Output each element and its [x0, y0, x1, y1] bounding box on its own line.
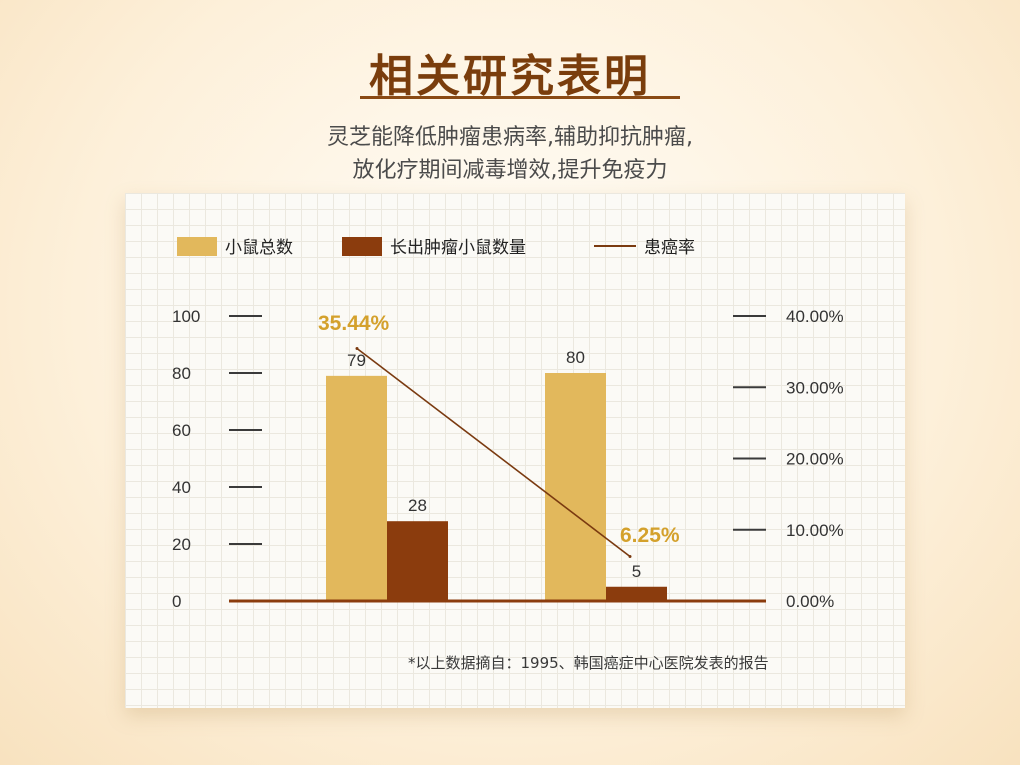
- right-tick-label: 30.00%: [786, 378, 844, 397]
- legend-swatch-total: [177, 237, 217, 256]
- bar-tumor-value-label: 5: [632, 562, 641, 581]
- right-tick-label: 10.00%: [786, 521, 844, 540]
- left-tick-label: 60: [172, 421, 191, 440]
- bar-tumor-value-label: 28: [408, 496, 427, 515]
- source-footnote: *以上数据摘自：1995、韩国癌症中心医院发表的报告: [408, 654, 769, 672]
- bar-total: [326, 375, 387, 601]
- right-tick-label: 40.00%: [786, 307, 844, 326]
- rate-line: [356, 347, 631, 558]
- right-tick-label: 20.00%: [786, 450, 844, 469]
- bar-tumor: [606, 586, 667, 601]
- legend-swatch-tumor: [342, 237, 382, 256]
- legend-label-total: 小鼠总数: [225, 238, 293, 257]
- bar-total-value-label: 79: [347, 351, 366, 370]
- rate-point: [628, 554, 632, 558]
- rate-line-group: 35.44% 6.25%: [318, 312, 680, 558]
- legend-label-tumor: 长出肿瘤小鼠数量: [390, 238, 526, 257]
- left-axis: 0 20 40 60 80 100: [172, 307, 262, 611]
- bar-total-value-label: 80: [566, 348, 585, 367]
- rate-data-label: 6.25%: [620, 524, 680, 547]
- right-tick-label: 0.00%: [786, 592, 834, 611]
- subtitle-line-2: 放化疗期间减毒增效,提升免疫力: [352, 158, 668, 183]
- left-tick-label: 100: [172, 307, 200, 326]
- bar-tumor: [387, 521, 448, 601]
- chart-panel: [125, 193, 905, 708]
- right-axis: 0.00% 10.00% 20.00% 30.00% 40.00%: [733, 307, 844, 611]
- subtitle-line-1: 灵芝能降低肿瘤患病率,辅助抑抗肿瘤,: [327, 125, 693, 150]
- left-tick-label: 0: [172, 592, 181, 611]
- legend-label-rate: 患癌率: [644, 238, 695, 257]
- rate-data-label: 35.44%: [318, 312, 390, 335]
- bar-total: [545, 373, 606, 601]
- title-underline: [360, 96, 680, 99]
- rate-point: [355, 346, 359, 350]
- page-title: 相关研究表明: [369, 51, 651, 102]
- left-tick-label: 80: [172, 364, 191, 383]
- legend: 小鼠总数 长出肿瘤小鼠数量 患癌率: [177, 237, 695, 257]
- left-tick-label: 20: [172, 535, 191, 554]
- bars: 79 28 80 5: [229, 348, 766, 603]
- left-tick-label: 40: [172, 478, 191, 497]
